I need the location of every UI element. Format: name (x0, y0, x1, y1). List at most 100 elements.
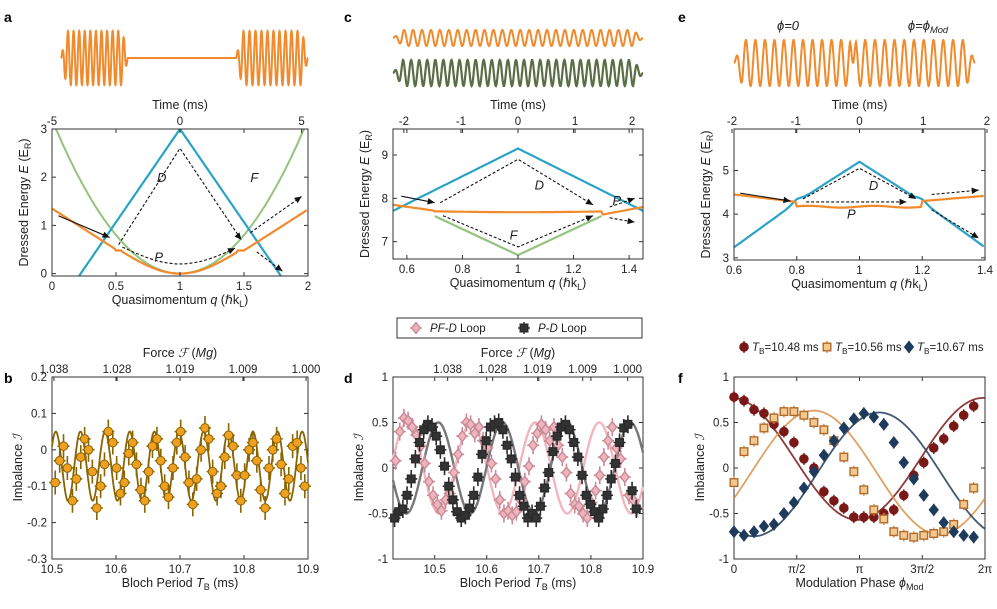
x-tick-label: 2 (305, 281, 311, 293)
x-tick-label: 10.7 (169, 564, 191, 576)
legend-label: TB=10.67 ms (917, 342, 984, 356)
data-point-1 (919, 530, 929, 540)
data-point (207, 466, 218, 477)
x-tick-label: 1.4 (621, 264, 638, 276)
x-axis-label: Bloch Period TB (ms) (460, 576, 576, 592)
data-point-0 (729, 392, 739, 402)
data-point (79, 434, 90, 444)
data-point-1 (869, 505, 879, 515)
data-point-0 (799, 454, 809, 464)
x-tick-label: 1.5 (236, 281, 252, 293)
y-tick-label: 8 (382, 193, 388, 205)
pulse-a-right (235, 29, 309, 87)
arrow-out-down-head (971, 231, 979, 239)
legend-marker (739, 342, 749, 352)
y-tick-label: 1 (723, 372, 729, 384)
y-tick-label: 7 (382, 237, 388, 249)
data-point-1 (598, 504, 608, 514)
data-point-1 (739, 447, 749, 457)
data-point-1 (779, 407, 789, 417)
data-point (71, 474, 82, 484)
x-tick-label: 1 (177, 281, 183, 293)
data-point (175, 426, 186, 437)
phi-mod-label: ϕ=ϕMod (908, 18, 949, 35)
data-point-0 (448, 466, 460, 479)
y-tick-label: 0 (41, 445, 47, 457)
data-point-2 (948, 525, 959, 539)
top-tick-label: 1.000 (292, 364, 321, 376)
y-tick-label: 0.1 (31, 408, 47, 420)
data-point (300, 481, 310, 492)
x-tick-label: 10.8 (580, 564, 602, 576)
loop-upper (118, 147, 242, 245)
y-axis-label: Imbalance ℐ (693, 432, 707, 501)
y-tick-label: -1 (378, 554, 388, 566)
fit-curve-0 (733, 397, 985, 521)
data-point-0 (938, 434, 949, 444)
data-point-0 (490, 472, 501, 486)
data-point-1 (473, 472, 483, 482)
band-D (734, 160, 985, 249)
data-point-1 (627, 486, 637, 496)
data-point-0 (452, 447, 464, 461)
data-point-1 (729, 478, 739, 488)
data-point-0 (423, 475, 435, 489)
legend-marker (822, 342, 832, 352)
data-point (216, 481, 226, 492)
data-point-1 (809, 418, 819, 428)
data-point-2 (968, 530, 979, 544)
data-point-0 (819, 486, 829, 497)
y-tick-label: 5 (723, 165, 729, 177)
data-point-0 (582, 511, 593, 525)
data-point-1 (519, 501, 529, 511)
panel-label-c: c (344, 9, 352, 25)
data-point-0 (958, 410, 969, 421)
phi-zero-label: ϕ=0 (777, 18, 800, 33)
data-point-0 (519, 475, 530, 489)
waveform-c (392, 28, 644, 88)
data-point-1 (494, 418, 504, 428)
x-tick-label: 0.8 (789, 265, 805, 277)
data-point-2 (738, 528, 750, 542)
y-axis-label: Dressed Energy E (ER) (699, 130, 715, 258)
data-point-1 (581, 490, 591, 500)
data-point-1 (573, 452, 583, 462)
label-P: P (847, 207, 856, 222)
data-point-2 (908, 472, 919, 486)
loop-upper (439, 158, 594, 206)
top-tick-label: 0 (177, 116, 183, 128)
data-point-2 (848, 412, 860, 426)
y-axis-label: Imbalance ℐ (11, 432, 25, 501)
data-point (223, 430, 234, 441)
y-axis-label: Imbalance ℐ (352, 432, 366, 501)
x-axis-label: Quasimomentum q (ℏkL) (112, 293, 249, 309)
data-point-0 (594, 468, 605, 482)
data-point-1 (585, 499, 595, 509)
pulse-c-green (392, 58, 644, 88)
data-point-1 (544, 468, 554, 478)
data-point-0 (494, 493, 505, 507)
data-point-1 (506, 454, 516, 464)
data-point-0 (394, 425, 405, 439)
band-P (734, 193, 984, 209)
data-point-2 (828, 434, 840, 448)
arrow-in-head (101, 231, 110, 238)
data-point (136, 485, 146, 495)
arrow-out-down (931, 209, 980, 239)
data-point-1 (959, 499, 969, 509)
data-point-1 (465, 503, 475, 513)
data-point (296, 463, 306, 473)
data-point-1 (939, 527, 949, 537)
data-point-2 (748, 525, 760, 539)
data-point (119, 477, 130, 488)
data-point-0 (561, 466, 572, 479)
data-point-2 (918, 488, 929, 502)
data-point-0 (598, 450, 610, 464)
plot-frame (733, 128, 986, 261)
y-tick-label: -0.1 (27, 481, 47, 493)
data-point-1 (594, 513, 604, 523)
y-tick-label: 1 (382, 372, 388, 384)
x-tick-label: 10.6 (105, 564, 127, 576)
data-point-0 (749, 404, 759, 415)
